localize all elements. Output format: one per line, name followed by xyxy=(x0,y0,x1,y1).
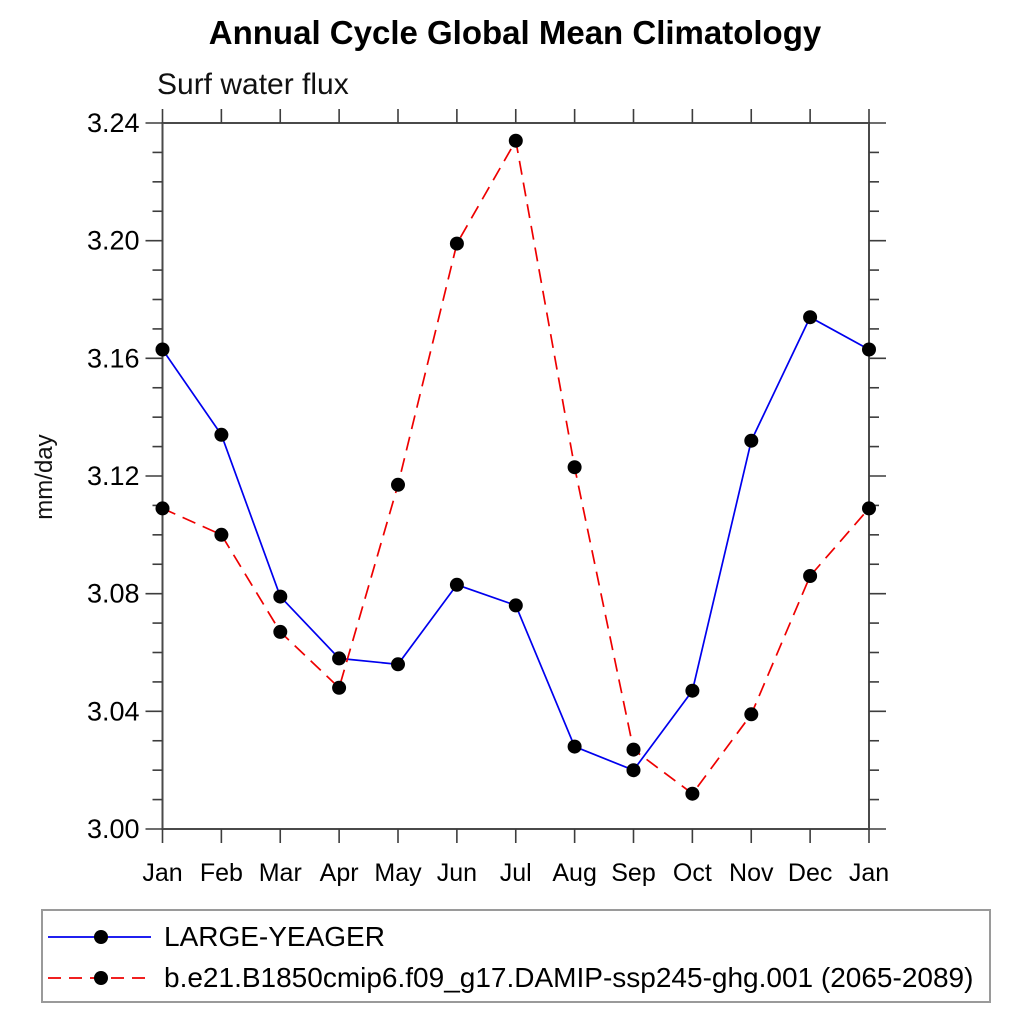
data-point-marker xyxy=(508,133,523,148)
x-axis-tick-label: Oct xyxy=(673,859,712,887)
data-point-marker xyxy=(685,786,700,801)
series-line-1 xyxy=(162,138,870,795)
x-axis-tick-label: Jun xyxy=(437,859,477,887)
x-axis-tick-label: Feb xyxy=(200,859,243,887)
x-axis-tick-label: Nov xyxy=(729,859,774,887)
data-point-marker xyxy=(508,598,523,613)
legend-line-sample xyxy=(48,971,151,985)
data-point-marker xyxy=(449,236,464,251)
data-point-marker xyxy=(273,589,288,604)
x-axis-tick-label: Dec xyxy=(788,859,832,887)
data-point-marker xyxy=(803,310,818,325)
x-axis-tick-label: Apr xyxy=(320,859,359,887)
data-point-marker xyxy=(567,739,582,754)
data-point-marker xyxy=(214,427,229,442)
data-point-marker xyxy=(273,624,288,639)
legend-row: b.e21.B1850cmip6.f09_g17.DAMIP-ssp245-gh… xyxy=(48,962,974,993)
legend: LARGE-YEAGER b.e21.B1850cmip6.f09_g17.DAM… xyxy=(41,909,991,1003)
x-axis-tick-label: Jan xyxy=(142,859,182,887)
data-point-marker xyxy=(449,577,464,592)
y-axis-tick-label: 3.24 xyxy=(87,108,140,138)
data-point-marker xyxy=(803,569,818,583)
data-point-marker xyxy=(391,657,405,672)
plot-frame xyxy=(161,122,870,830)
y-axis-tick-label: 3.20 xyxy=(87,226,140,256)
legend-label: b.e21.B1850cmip6.f09_g17.DAMIP-ssp245-gh… xyxy=(164,962,974,993)
data-point-marker xyxy=(626,763,641,778)
x-axis-tick-label: Jan xyxy=(849,859,889,887)
data-point-marker xyxy=(155,501,170,516)
x-axis-tick-label: Sep xyxy=(611,859,655,887)
series-line-0 xyxy=(161,316,870,772)
data-point-marker xyxy=(391,477,405,492)
legend-marker-dot xyxy=(94,930,108,944)
legend-row: LARGE-YEAGER xyxy=(48,921,385,952)
x-axis-tick-label: Aug xyxy=(552,859,596,887)
data-point-marker xyxy=(332,651,347,666)
data-point-marker xyxy=(744,707,759,722)
y-axis-tick-label: 3.16 xyxy=(87,343,140,373)
data-point-marker xyxy=(567,460,582,475)
x-axis-tick-label: Jul xyxy=(500,859,532,887)
data-point-marker xyxy=(626,742,641,757)
data-point-marker xyxy=(862,342,876,357)
y-axis-tick-label: 3.12 xyxy=(87,461,140,491)
y-axis-tick-label: 3.04 xyxy=(87,696,140,726)
data-point-marker xyxy=(332,680,347,695)
data-point-marker xyxy=(155,342,170,357)
data-point-marker xyxy=(685,683,700,698)
data-point-marker xyxy=(862,501,876,516)
y-axis-tick-label: 3.00 xyxy=(87,814,140,844)
chart-subtitle: Surf water flux xyxy=(157,68,349,101)
x-axis-tick-label: Mar xyxy=(259,859,302,887)
data-point-marker xyxy=(214,527,229,542)
legend-label: LARGE-YEAGER xyxy=(164,921,385,952)
legend-line-sample xyxy=(48,930,151,944)
chart-title: Annual Cycle Global Mean Climatology xyxy=(208,14,822,51)
y-axis-tick-label: 3.08 xyxy=(87,579,140,609)
legend-marker-dot xyxy=(94,971,108,985)
data-point-marker xyxy=(744,433,759,448)
x-axis-tick-label: May xyxy=(374,859,422,887)
